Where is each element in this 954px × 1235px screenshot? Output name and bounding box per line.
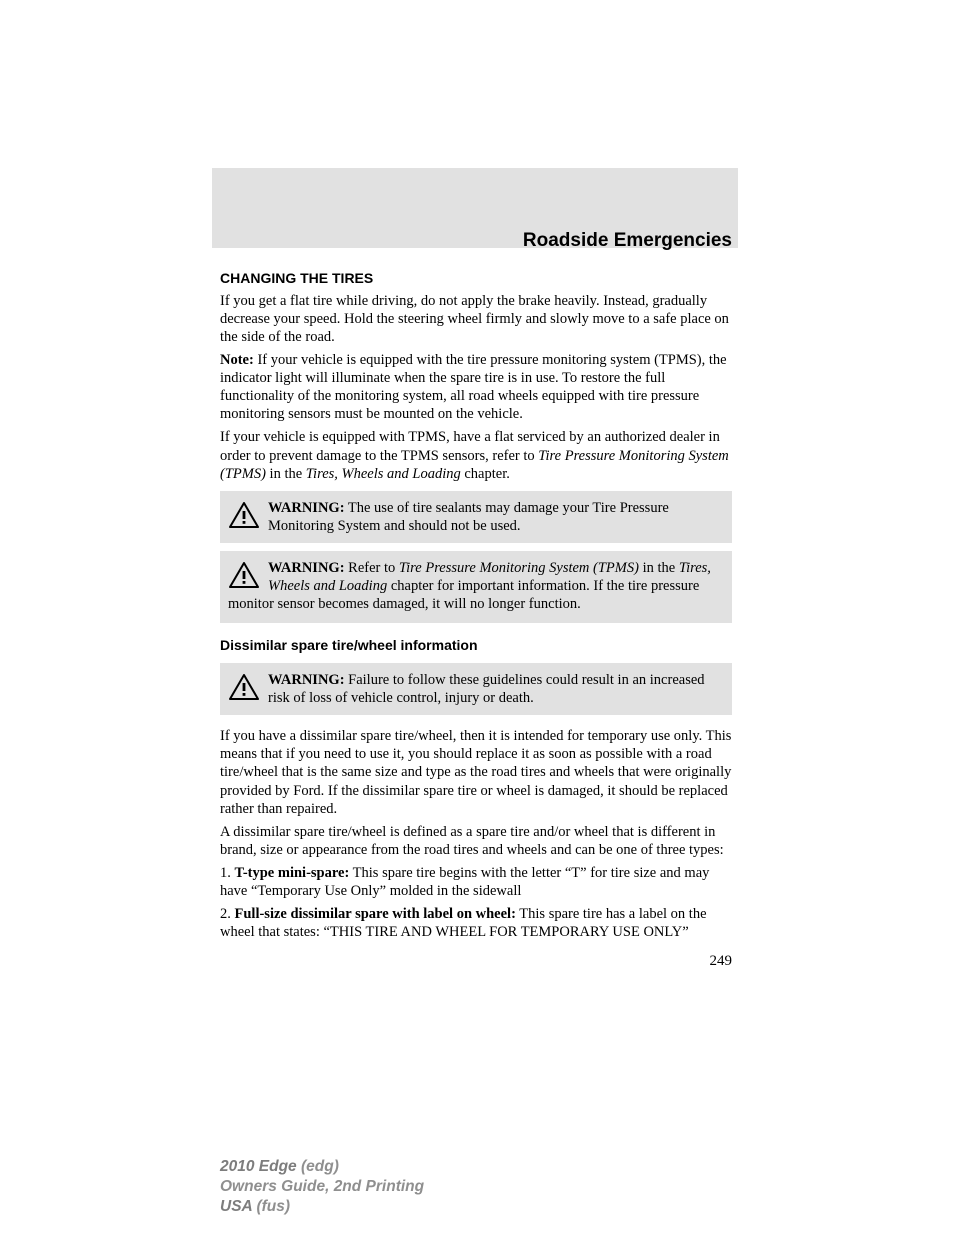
footer-block: 2010 Edge (edg) Owners Guide, 2nd Printi… (220, 1157, 424, 1217)
warning-text: WARNING: Failure to follow these guideli… (228, 671, 724, 707)
text-run: chapter. (461, 466, 510, 482)
reference-chapter: Tires, Wheels and Loading (306, 466, 461, 482)
footer-line-1: 2010 Edge (edg) (220, 1157, 424, 1177)
paragraph-dissimilar-intro: If you have a dissimilar spare tire/whee… (220, 727, 732, 818)
footer-line-3: USA (fus) (220, 1197, 424, 1217)
list-item-1: 1. T-type mini-spare: This spare tire be… (220, 864, 732, 900)
warning-box-sealants: WARNING: The use of tire sealants may da… (220, 491, 732, 543)
section-heading: CHANGING THE TIRES (220, 270, 732, 288)
reference-tpms: Tire Pressure Monitoring System (TPMS) (399, 560, 639, 576)
warning-box-guidelines: WARNING: Failure to follow these guideli… (220, 663, 732, 715)
page-content: CHANGING THE TIRES If you get a flat tir… (220, 270, 732, 970)
text-run: Refer to (345, 560, 399, 576)
page-number: 249 (220, 952, 732, 971)
warning-box-tpms-ref: WARNING: Refer to Tire Pressure Monitori… (220, 551, 732, 623)
footer-code: (fus) (256, 1198, 290, 1215)
item-number: 1. (220, 865, 235, 881)
warning-label: WARNING: (268, 500, 345, 516)
item-number: 2. (220, 906, 235, 922)
note-label: Note: (220, 352, 254, 368)
warning-text: WARNING: The use of tire sealants may da… (228, 499, 724, 535)
footer-region: USA (220, 1198, 256, 1215)
paragraph-tpms-note: Note: If your vehicle is equipped with t… (220, 351, 732, 424)
item-title: Full-size dissimilar spare with label on… (235, 906, 516, 922)
warning-triangle-icon (228, 673, 260, 701)
list-item-2: 2. Full-size dissimilar spare with label… (220, 905, 732, 941)
warning-label: WARNING: (268, 560, 345, 576)
warning-label: WARNING: (268, 672, 345, 688)
footer-code: (edg) (301, 1158, 339, 1175)
item-title: T-type mini-spare: (235, 865, 350, 881)
paragraph-flat-tire: If you get a flat tire while driving, do… (220, 292, 732, 346)
note-text: If your vehicle is equipped with the tir… (220, 352, 727, 422)
subsection-heading: Dissimilar spare tire/wheel information (220, 637, 732, 655)
footer-model: 2010 Edge (220, 1158, 301, 1175)
warning-text: WARNING: Refer to Tire Pressure Monitori… (228, 559, 724, 613)
text-run: in the (639, 560, 679, 576)
chapter-title: Roadside Emergencies (220, 230, 732, 252)
paragraph-tpms-service: If your vehicle is equipped with TPMS, h… (220, 428, 732, 482)
warning-triangle-icon (228, 561, 260, 589)
warning-triangle-icon (228, 501, 260, 529)
text-run: in the (266, 466, 306, 482)
paragraph-dissimilar-def: A dissimilar spare tire/wheel is defined… (220, 823, 732, 859)
footer-line-2: Owners Guide, 2nd Printing (220, 1177, 424, 1197)
